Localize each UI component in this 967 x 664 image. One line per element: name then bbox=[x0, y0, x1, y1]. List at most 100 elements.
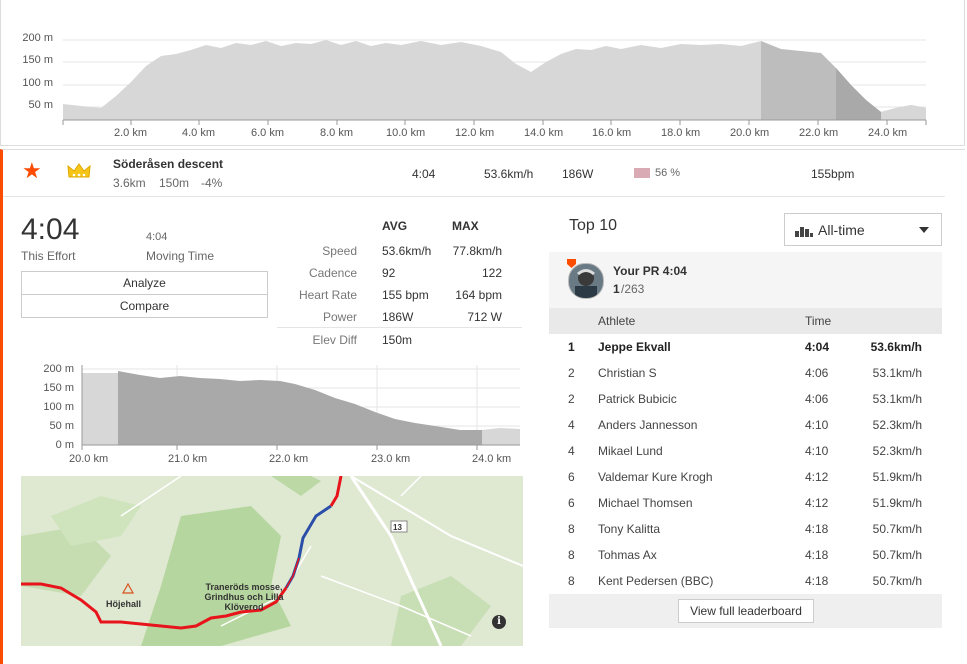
col-time: Time bbox=[805, 314, 832, 328]
y-tick: 50 m bbox=[28, 99, 53, 111]
effort-time[interactable]: 4:12 bbox=[805, 496, 829, 510]
chevron-down-icon bbox=[919, 227, 929, 233]
view-full-leaderboard-button[interactable]: View full leaderboard bbox=[678, 599, 814, 623]
stat-avg-cadence: 92 bbox=[382, 266, 396, 280]
athlete-name[interactable]: Christian S bbox=[598, 366, 657, 380]
effort-time[interactable]: 4:04 bbox=[805, 340, 830, 354]
table-row[interactable]: 1 Jeppe Ekvall 4:04 53.6km/h bbox=[549, 334, 942, 360]
stat-max-speed: 77.8km/h bbox=[452, 244, 502, 258]
segment-grade: -4% bbox=[201, 176, 223, 190]
speed: 50.7km/h bbox=[872, 522, 922, 536]
pr-label: Your PR 4:04 bbox=[613, 264, 687, 278]
elevation-chart bbox=[62, 39, 927, 125]
stat-avg-elev-diff: 150m bbox=[382, 333, 413, 347]
stat-label-power: Power bbox=[322, 310, 357, 324]
seg-y-tick: 150 m bbox=[43, 382, 74, 394]
effort-time[interactable]: 4:12 bbox=[805, 470, 829, 484]
activity-elevation-profile[interactable]: 200 m 150 m 100 m 50 m 2.0 km 4.0 km 6.0… bbox=[0, 0, 965, 146]
col-athlete: Athlete bbox=[598, 314, 636, 328]
leaderboard-filter-select[interactable]: All-time bbox=[784, 213, 942, 246]
road-number: 13 bbox=[393, 523, 402, 532]
leaderboard-title: Top 10 bbox=[569, 217, 618, 234]
effort-time[interactable]: 4:10 bbox=[805, 444, 829, 458]
segment-elevation-chart[interactable] bbox=[20, 360, 525, 470]
rank: 4 bbox=[568, 444, 575, 458]
map-canvas bbox=[21, 476, 523, 646]
table-row[interactable]: 8 Tohmas Ax 4:18 50.7km/h bbox=[549, 542, 942, 568]
x-tick: 18.0 km bbox=[661, 127, 701, 139]
rank: 4 bbox=[568, 418, 575, 432]
rank: 8 bbox=[568, 548, 575, 562]
stat-max-power: 712 W bbox=[467, 310, 502, 324]
effort-time[interactable]: 4:18 bbox=[805, 548, 829, 562]
athlete-name[interactable]: Kent Pedersen (BBC) bbox=[598, 574, 714, 588]
rank: 2 bbox=[568, 392, 575, 406]
table-row[interactable]: 8 Kent Pedersen (BBC) 4:18 50.7km/h bbox=[549, 568, 942, 594]
star-icon[interactable]: ★ bbox=[22, 158, 42, 183]
y-tick: 100 m bbox=[22, 77, 53, 89]
hr-zone-pct: 56 % bbox=[655, 167, 681, 179]
table-row[interactable]: 6 Valdemar Kure Krogh 4:12 51.9km/h bbox=[549, 464, 942, 490]
x-tick: 20.0 km bbox=[730, 127, 770, 139]
analyze-button[interactable]: Analyze bbox=[21, 271, 268, 295]
table-row[interactable]: 4 Mikael Lund 4:10 52.3km/h bbox=[549, 438, 942, 464]
x-tick: 24.0 km bbox=[868, 127, 908, 139]
segment-power: 186W bbox=[562, 167, 594, 181]
athlete-name[interactable]: Mikael Lund bbox=[598, 444, 663, 458]
info-icon[interactable]: i bbox=[492, 615, 506, 629]
x-tick: 22.0 km bbox=[799, 127, 839, 139]
table-row[interactable]: 4 Anders Jannesson 4:10 52.3km/h bbox=[549, 412, 942, 438]
speed: 53.6km/h bbox=[870, 340, 922, 354]
avatar[interactable] bbox=[568, 263, 604, 299]
rank: 8 bbox=[568, 522, 575, 536]
y-tick: 150 m bbox=[22, 54, 53, 66]
filter-selected: All-time bbox=[818, 222, 865, 238]
athlete-name[interactable]: Tohmas Ax bbox=[598, 548, 657, 562]
athlete-name[interactable]: Patrick Bubicic bbox=[598, 392, 677, 406]
x-tick: 2.0 km bbox=[114, 127, 148, 139]
effort-time[interactable]: 4:06 bbox=[805, 392, 829, 406]
your-pr-card bbox=[549, 252, 942, 308]
seg-y-tick: 200 m bbox=[43, 363, 74, 375]
x-tick: 10.0 km bbox=[386, 127, 426, 139]
y-tick: 200 m bbox=[22, 32, 53, 44]
table-row[interactable]: 8 Tony Kalitta 4:18 50.7km/h bbox=[549, 516, 942, 542]
pr-total: /263 bbox=[621, 282, 645, 296]
seg-x-tick: 24.0 km bbox=[472, 453, 512, 465]
speed: 52.3km/h bbox=[872, 444, 922, 458]
effort-time[interactable]: 4:10 bbox=[805, 418, 829, 432]
segment-name-link[interactable]: Söderåsen descent bbox=[113, 157, 224, 171]
effort-time[interactable]: 4:06 bbox=[805, 366, 829, 380]
segment-speed: 53.6km/h bbox=[484, 167, 534, 181]
effort-time: 4:04 bbox=[21, 213, 80, 246]
segment-time: 4:04 bbox=[412, 167, 436, 181]
segment-summary-row[interactable] bbox=[3, 150, 945, 197]
max-header: MAX bbox=[452, 219, 479, 233]
speed: 51.9km/h bbox=[872, 496, 922, 510]
athlete-name[interactable]: Jeppe Ekvall bbox=[598, 340, 671, 354]
speed: 51.9km/h bbox=[872, 470, 922, 484]
athlete-name[interactable]: Valdemar Kure Krogh bbox=[598, 470, 713, 484]
effort-time[interactable]: 4:18 bbox=[805, 522, 829, 536]
speed: 50.7km/h bbox=[872, 574, 922, 588]
athlete-name[interactable]: Anders Jannesson bbox=[598, 418, 698, 432]
table-row[interactable]: 2 Christian S 4:06 53.1km/h bbox=[549, 360, 942, 386]
compare-button[interactable]: Compare bbox=[21, 294, 268, 318]
bar-chart-icon bbox=[795, 227, 813, 237]
seg-y-tick: 100 m bbox=[43, 401, 74, 413]
rank: 1 bbox=[568, 340, 575, 354]
stats-divider bbox=[277, 327, 522, 328]
speed: 53.1km/h bbox=[872, 366, 922, 380]
athlete-name[interactable]: Tony Kalitta bbox=[598, 522, 661, 536]
effort-time-label: This Effort bbox=[21, 249, 76, 263]
segment-heart-rate: 155bpm bbox=[811, 167, 855, 181]
stat-label-elev-diff: Elev Diff bbox=[312, 333, 357, 347]
table-row[interactable]: 2 Patrick Bubicic 4:06 53.1km/h bbox=[549, 386, 942, 412]
seg-x-tick: 20.0 km bbox=[69, 453, 109, 465]
speed: 50.7km/h bbox=[872, 548, 922, 562]
map-label-town: Höjehall bbox=[106, 599, 142, 609]
athlete-name[interactable]: Michael Thomsen bbox=[598, 496, 693, 510]
table-row[interactable]: 6 Michael Thomsen 4:12 51.9km/h bbox=[549, 490, 942, 516]
effort-time[interactable]: 4:18 bbox=[805, 574, 829, 588]
segment-map[interactable]: 13 Höjehall Traneröds mosse, Grindhus oc… bbox=[21, 476, 523, 646]
